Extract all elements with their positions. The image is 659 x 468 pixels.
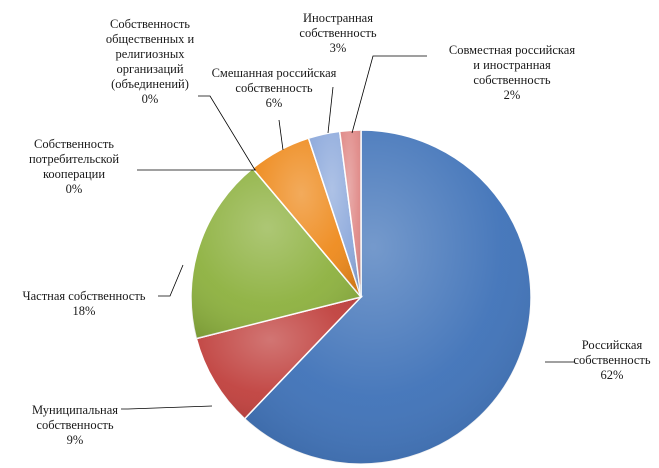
leader-line-1: [121, 405, 213, 410]
slice-value-label: 2%: [504, 88, 521, 102]
slice-name-line: Иностранная: [303, 11, 373, 25]
pie-slice-shade-2: [190, 168, 361, 339]
slice-label-1: Муниципальная собственность 9%: [32, 403, 118, 447]
leader-lines: [121, 55, 575, 410]
slice-name-line: Собственность: [34, 137, 114, 151]
slice-value-label: 9%: [67, 433, 84, 447]
slice-label-2: Частная собственность 18%: [23, 289, 146, 318]
slice-label-6: Иностранная собственность 3%: [299, 11, 376, 55]
slice-label-4: Собственность общественных и религиозных ор…: [106, 17, 195, 106]
slice-name-line: собственность: [573, 353, 650, 367]
slice-name-line: Совместная российская: [449, 43, 575, 57]
slice-name-line: (объединений): [111, 77, 189, 91]
slice-value-label: 3%: [330, 41, 347, 55]
pie-slices: [190, 129, 532, 465]
slice-value-label: 0%: [142, 92, 159, 106]
slice-value-label: 18%: [73, 304, 96, 318]
slice-name-line: собственность: [235, 81, 312, 95]
slice-name-line: и иностранная: [473, 58, 551, 72]
slice-label-5: Смешанная российская собственность 6%: [212, 66, 337, 110]
slice-label-7: Совместная российская и иностранная собств…: [449, 43, 575, 102]
slice-name-line: Российская: [582, 338, 643, 352]
slice-labels: Российская собственность 62%Муниципальная с…: [23, 11, 651, 447]
slice-name-line: религиозных: [115, 47, 185, 61]
slice-name-line: организаций: [116, 62, 183, 76]
pie-slice-shade-5: [252, 138, 361, 297]
pie-slice-shade-1: [196, 297, 361, 419]
pie-slice-shade-7: [339, 130, 361, 297]
leader-line-7: [351, 55, 427, 134]
slice-label-0: Российская собственность 62%: [573, 338, 650, 382]
slice-name-line: собственность: [299, 26, 376, 40]
slice-name-line: Собственность: [110, 17, 190, 31]
leader-line-6: [327, 86, 334, 134]
slice-name-line: Муниципальная: [32, 403, 118, 417]
leader-line-4: [198, 95, 256, 171]
pie-slice-shade-0: [244, 130, 532, 465]
leader-line-2: [158, 264, 184, 297]
slice-name-line: собственность: [473, 73, 550, 87]
leader-line-5: [278, 119, 284, 151]
slice-name-line: общественных и: [106, 32, 195, 46]
slice-name-line: потребительской: [29, 152, 119, 166]
slice-name-line: кооперации: [43, 167, 105, 181]
slice-value-label: 6%: [266, 96, 283, 110]
slice-label-3: Собственность потребительской кооперации 0%: [29, 137, 119, 196]
slice-name-line: Частная собственность: [23, 289, 146, 303]
slice-name-line: собственность: [36, 418, 113, 432]
slice-value-label: 0%: [66, 182, 83, 196]
slice-value-label: 62%: [601, 368, 624, 382]
pie-slice-shade-6: [308, 131, 361, 297]
slice-name-line: Смешанная российская: [212, 66, 337, 80]
